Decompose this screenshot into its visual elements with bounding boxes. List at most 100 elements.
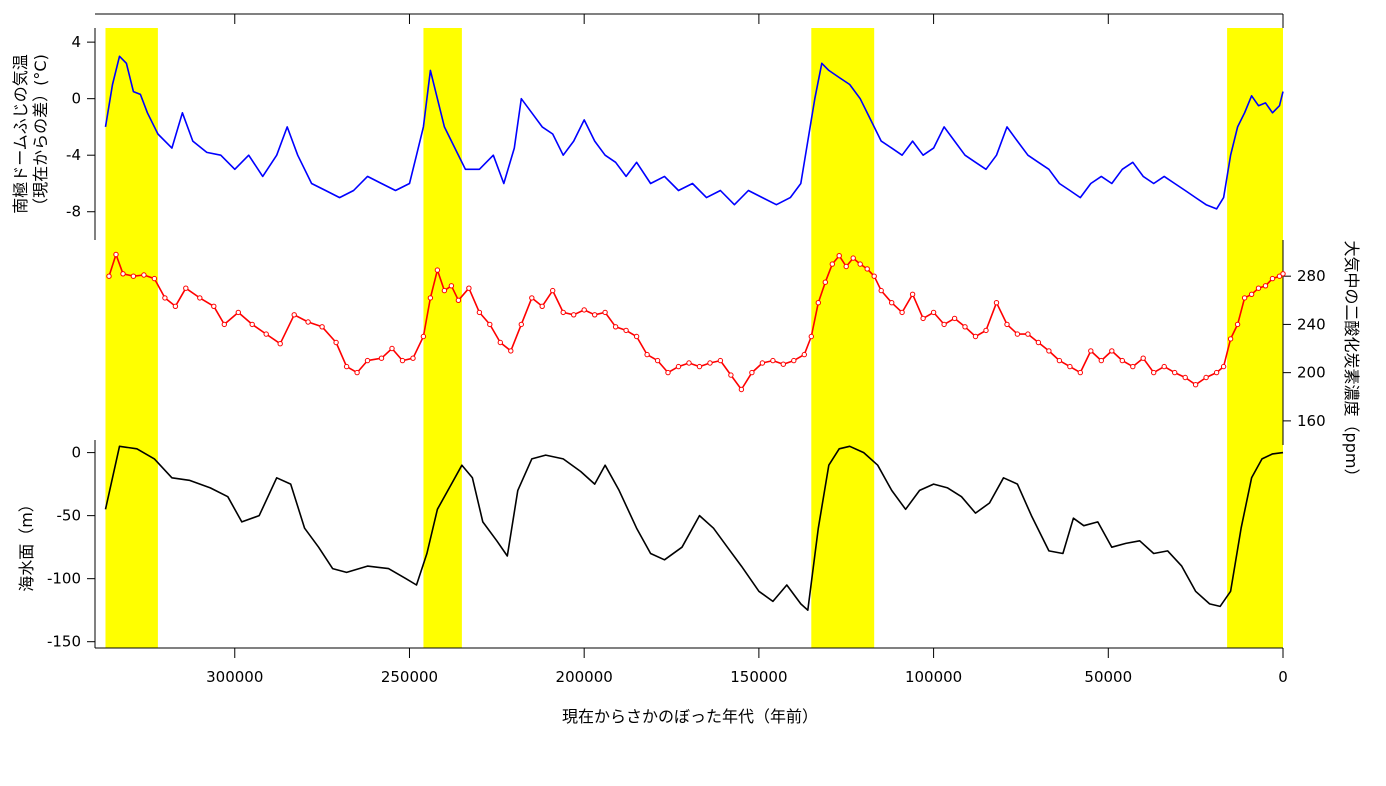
co2-point-60 — [749, 369, 755, 376]
co2-point-109 — [1220, 363, 1227, 370]
co2-point-70 — [836, 253, 842, 259]
co2-point-35 — [487, 321, 493, 328]
co2-point-95 — [1077, 369, 1084, 376]
co2-point-90 — [1025, 331, 1031, 337]
co2-point-51 — [654, 357, 661, 364]
x-tick-label-5: 50000 — [1084, 668, 1132, 686]
co2-point-69 — [829, 261, 835, 267]
co2-point-101 — [1140, 355, 1146, 361]
temperature-y-tick-label-2: -4 — [66, 146, 81, 164]
co2-point-88 — [1004, 321, 1010, 328]
co2-point-24 — [389, 345, 395, 352]
co2-point-117 — [1276, 273, 1283, 279]
co2-point-18 — [319, 324, 325, 330]
co2-point-19 — [333, 339, 339, 346]
co2-point-108 — [1213, 369, 1220, 376]
co2-point-91 — [1035, 339, 1042, 346]
temperature-y-tick-label-0: 4 — [71, 33, 81, 51]
co2-point-2 — [120, 271, 126, 277]
co2-point-115 — [1262, 283, 1269, 289]
co2-point-103 — [1161, 363, 1167, 370]
co2-point-85 — [972, 333, 979, 340]
co2-point-98 — [1109, 348, 1115, 354]
co2-point-16 — [291, 312, 297, 318]
co2-point-34 — [476, 309, 483, 316]
co2-point-81 — [930, 309, 937, 316]
x-tick-label-0: 300000 — [206, 668, 263, 686]
co2-point-78 — [899, 309, 905, 316]
highlight-band-3 — [1227, 28, 1283, 648]
temperature-y-tick-label-3: -8 — [66, 203, 81, 221]
co2-point-113 — [1248, 291, 1255, 297]
co2-point-33 — [466, 285, 472, 291]
co2-point-86 — [983, 327, 989, 334]
co2-point-64 — [791, 357, 797, 364]
co2-point-111 — [1234, 321, 1241, 328]
co2-point-25 — [399, 357, 406, 364]
co2-point-84 — [962, 324, 968, 330]
co2-point-97 — [1098, 357, 1105, 364]
co2-point-59 — [738, 386, 745, 393]
temperature-y-title-line1: 南極ドームふじの気温 — [11, 54, 30, 214]
co2-point-77 — [889, 300, 895, 306]
co2-point-10 — [211, 303, 217, 309]
co2-point-92 — [1046, 348, 1052, 354]
co2-point-50 — [644, 351, 650, 358]
highlight-band-1 — [423, 28, 462, 648]
axes — [87, 13, 1291, 658]
co2-point-110 — [1227, 336, 1234, 342]
co2-point-26 — [410, 355, 416, 361]
co2-point-61 — [759, 360, 766, 366]
co2-point-62 — [770, 357, 776, 364]
x-tick-label-6: 0 — [1278, 668, 1288, 686]
co2-point-20 — [343, 363, 350, 370]
highlight-band-2 — [811, 28, 875, 648]
co2-y-tick-label-2: 200 — [1297, 364, 1326, 382]
highlight-band-0 — [105, 28, 158, 648]
co2-point-4 — [141, 272, 147, 278]
co2-point-23 — [378, 355, 385, 361]
co2-point-106 — [1192, 382, 1199, 388]
co2-series-line — [108, 253, 1284, 391]
x-tick-label-1: 250000 — [381, 668, 438, 686]
co2-point-102 — [1151, 369, 1157, 376]
sea_level-y-tick-label-2: -100 — [47, 570, 81, 588]
co2-point-66 — [808, 333, 814, 340]
co2-point-15 — [277, 341, 283, 347]
co2-point-72 — [850, 255, 856, 261]
co2-point-65 — [801, 351, 807, 358]
series-layer — [104, 55, 1286, 611]
co2-point-45 — [592, 312, 598, 318]
co2-point-28 — [427, 295, 434, 301]
co2-point-63 — [780, 361, 786, 367]
co2-y-tick-label-0: 280 — [1297, 267, 1326, 285]
co2-point-83 — [951, 315, 958, 322]
co2-point-100 — [1130, 363, 1136, 370]
co2-point-38 — [518, 321, 524, 328]
co2-point-99 — [1119, 357, 1126, 364]
co2-point-9 — [197, 295, 203, 301]
co2-point-36 — [497, 339, 503, 346]
co2-point-116 — [1269, 275, 1276, 282]
co2-point-105 — [1182, 374, 1188, 381]
co2-point-12 — [235, 309, 242, 316]
co2-point-0 — [106, 273, 112, 279]
temperature-series-line — [104, 55, 1284, 210]
highlight-bands — [105, 28, 1283, 648]
co2-point-17 — [305, 319, 311, 325]
co2-point-104 — [1172, 369, 1178, 376]
co2-point-13 — [249, 321, 255, 328]
co2-point-73 — [857, 261, 863, 267]
co2-point-55 — [696, 363, 703, 370]
co2-point-7 — [172, 303, 179, 309]
co2-point-1 — [113, 251, 119, 258]
co2-point-75 — [871, 273, 877, 279]
co2-point-118 — [1280, 271, 1286, 277]
co2-point-39 — [529, 295, 535, 301]
co2-point-47 — [612, 324, 619, 330]
co2-point-79 — [909, 291, 916, 297]
co2-point-31 — [448, 283, 455, 289]
co2-point-6 — [162, 295, 168, 301]
axis-labels: 300000 250000 200000 150000 100000 50000 0 4 0 -4… — [11, 33, 1361, 686]
co2-point-27 — [420, 333, 427, 340]
